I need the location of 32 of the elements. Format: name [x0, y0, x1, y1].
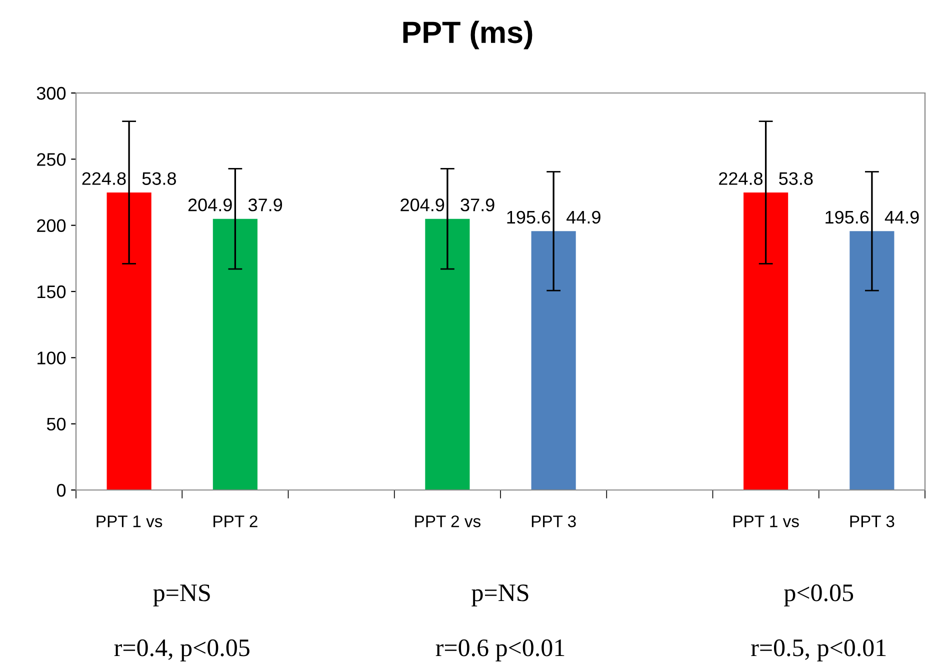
y-tick-label: 200 [37, 219, 66, 232]
text: r=0.5, p<0.01 [751, 639, 886, 662]
bar [744, 192, 788, 490]
x-tick-label: PPT 1 vs [96, 516, 162, 528]
x-tick-label: PPT 3 [850, 515, 894, 528]
y-tick-label: 150 [38, 285, 66, 298]
y-tick-label: 50 [46, 418, 66, 431]
bar [425, 218, 470, 490]
data-label: 204.9 37.9 [400, 198, 494, 212]
text: p=NS [472, 584, 528, 606]
bar [531, 231, 576, 490]
bar [212, 218, 258, 490]
y-tick-label: 100 [38, 352, 66, 364]
x-tick-label: PPT 2 [214, 515, 258, 528]
data-label: 224.8 53.8 [82, 172, 176, 185]
data-label: 195.6 44.9 [826, 210, 919, 224]
chart-title: PPT (ms) [403, 20, 532, 50]
bar [850, 231, 894, 490]
y-tick-label: 300 [36, 86, 66, 100]
text: r=0.6 p<0.01 [436, 639, 564, 662]
data-label: 195.6 44.9 [507, 210, 600, 224]
y-tick-label: 0 [56, 484, 66, 497]
data-label: 204.9 37.9 [188, 198, 282, 212]
text: p=NS [153, 584, 210, 606]
x-tick-label: PPT 3 [532, 515, 576, 528]
text: r=0.4, p<0.05 [114, 639, 250, 662]
y-tick-label: 250 [37, 153, 66, 166]
text: p<0.05 [784, 584, 854, 606]
x-tick-label: PPT 2 vs [415, 515, 480, 528]
x-tick-label: PPT 1 vs [734, 516, 799, 528]
data-label: 224.8 53.8 [719, 172, 813, 185]
bar [106, 192, 152, 490]
